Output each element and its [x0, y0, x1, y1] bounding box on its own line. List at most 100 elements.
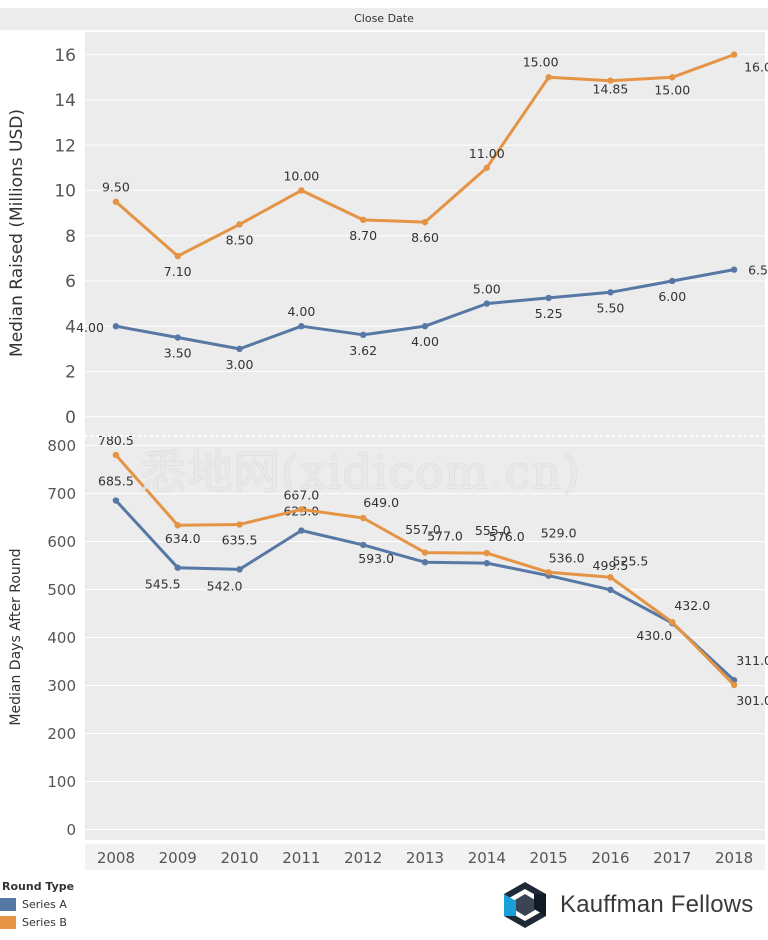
chart-2-series-a-data-label: 499.5 [593, 558, 629, 573]
chart-1-series-a-data-label: 3.50 [164, 346, 192, 361]
chart-2-series-b-data-label: 780.5 [98, 433, 134, 448]
chart-1-series-b-data-label: 10.00 [283, 168, 319, 183]
x-axis-band [85, 844, 765, 870]
chart-2-y-tick-label: 300 [47, 677, 76, 695]
chart-1-series-b-data-label: 15.00 [654, 82, 690, 97]
chart-2-series-b-data-label: 577.0 [427, 529, 463, 544]
chart-1-series-a-data-label: 4.00 [287, 304, 315, 319]
x-tick-label: 2017 [653, 849, 691, 867]
chart-1-series-a-point [236, 345, 243, 353]
chart-1-y-tick-label: 14 [54, 91, 76, 111]
chart-1-series-b-data-label: 16.00 [744, 60, 768, 75]
chart-2-series-a-data-label: 557.0 [405, 522, 441, 537]
chart-1-series-a-data-label: 3.62 [349, 343, 377, 358]
chart-2-series-b-point [236, 521, 243, 528]
logo-text: Kauffman Fellows [560, 891, 754, 918]
chart-2-series-a-point [112, 497, 120, 504]
chart-2-series-b-data-label: 432.0 [674, 598, 710, 613]
header-title: Close Date [354, 12, 414, 25]
chart-2-series-b-data-label: 635.5 [222, 533, 258, 548]
chart-2-series-b-point [545, 569, 552, 576]
legend-swatch-series-a [0, 898, 16, 911]
x-tick-label: 2009 [159, 849, 197, 867]
chart-2-y-tick-label: 500 [47, 581, 76, 599]
legend-title: Round Type [2, 880, 75, 893]
chart-2-series-a-data-label: 529.0 [541, 526, 577, 541]
chart-2-series-b-data-label: 525.5 [613, 553, 649, 568]
chart-1-series-b-point [730, 51, 738, 58]
x-tick-label: 2014 [468, 849, 506, 867]
chart-2-series-a-point [483, 559, 491, 567]
chart-1-y-tick-label: 0 [65, 408, 76, 428]
chart-1-series-b-point [421, 218, 429, 226]
chart-1-series-a-point [730, 266, 738, 273]
chart-2-series-a-data-label: 311.0 [736, 653, 768, 668]
chart-1-series-a-point [421, 323, 429, 330]
chart-1-series-b-data-label: 7.10 [164, 264, 192, 279]
chart-2-series-a-point [298, 527, 305, 534]
x-tick-label: 2008 [97, 849, 135, 867]
chart-2-series-b-point [174, 522, 181, 529]
chart-1-series-a-point [545, 294, 552, 302]
chart-1-series-a-point [174, 334, 181, 341]
chart-1-series-b-data-label: 11.00 [469, 146, 505, 161]
legend-swatch-series-b [0, 916, 16, 929]
x-tick-label: 2018 [715, 849, 753, 867]
chart-1-plot-area [85, 32, 765, 436]
chart-1-series-a-data-label: 5.00 [473, 282, 501, 297]
chart-2-series-a-point [607, 586, 614, 593]
x-tick-label: 2012 [344, 849, 382, 867]
chart-1-series-b-data-label: 15.00 [523, 54, 559, 69]
chart-1-series-a-data-label: 6.00 [658, 289, 686, 304]
chart-1-series-b-data-label: 8.60 [411, 230, 439, 245]
kauffman-fellows-logo: Kauffman Fellows [500, 878, 758, 932]
chart-1-series-b-point [298, 187, 305, 194]
chart-1-series-a-data-label: 4.00 [76, 320, 104, 335]
chart-1-y-tick-label: 2 [65, 363, 76, 383]
chart-2-series-b-point [359, 514, 367, 522]
chart-2-series-a-point [174, 564, 181, 571]
x-tick-label: 2011 [282, 849, 320, 867]
chart-2-series-a-point [421, 558, 429, 566]
chart-2-series-b-data-label: 649.0 [363, 495, 399, 510]
chart-1-series-a-data-label: 5.50 [597, 300, 625, 315]
chart-2-series-a-data-label: 545.5 [145, 577, 181, 592]
chart-2-series-a-data-label: 555.0 [475, 523, 511, 538]
chart-1-y-tick-label: 8 [65, 227, 76, 247]
chart-1-series-b-data-label: 8.50 [226, 232, 254, 247]
chart-2-series-b-point [298, 506, 305, 513]
chart-2-y-tick-label: 100 [47, 773, 76, 791]
chart-1-y-tick-label: 4 [65, 317, 76, 337]
chart-2-series-b-data-label: 536.0 [549, 550, 585, 565]
legend-item-series-a[interactable]: Series A [0, 898, 200, 911]
chart-1-series-a-point [298, 323, 305, 330]
chart-1-series-b-point [359, 216, 367, 224]
chart-2-y-tick-label: 600 [47, 533, 76, 551]
chart-1-y-tick-label: 6 [65, 272, 76, 292]
x-tick-label: 2015 [530, 849, 568, 867]
chart-2-series-b-point [112, 451, 120, 459]
chart-2-series-a-point [236, 566, 243, 573]
x-tick-label: 2013 [406, 849, 444, 867]
chart-1-series-b-point [236, 221, 243, 228]
chart-1-series-b-point [607, 77, 614, 84]
chart-1-series-a-point [359, 331, 367, 339]
chart-1-series-b-point [669, 74, 676, 81]
legend-item-series-b[interactable]: Series B [0, 916, 200, 929]
chart-2-series-b-point [607, 574, 614, 581]
chart-2-series-b-data-label: 634.0 [165, 531, 201, 546]
chart-1-series-a-point [669, 277, 676, 285]
chart-1-series-a-point [112, 323, 120, 330]
chart-2-series-b-data-label: 576.0 [489, 529, 525, 544]
chart-1-series-b-data-label: 9.50 [102, 180, 130, 195]
chart-1-series-a-data-label: 3.00 [226, 357, 254, 372]
chart-1-series-b-point [483, 164, 491, 171]
legend-label-series-b: Series B [22, 916, 67, 929]
chart-1-series-a-point [483, 300, 491, 307]
chart-1-series-a-data-label: 5.25 [535, 306, 563, 321]
chart-2-y-axis-title: Median Days After Round [8, 548, 24, 725]
chart-2-series-b-data-label: 667.0 [283, 487, 319, 502]
legend-label-series-a: Series A [22, 898, 67, 911]
